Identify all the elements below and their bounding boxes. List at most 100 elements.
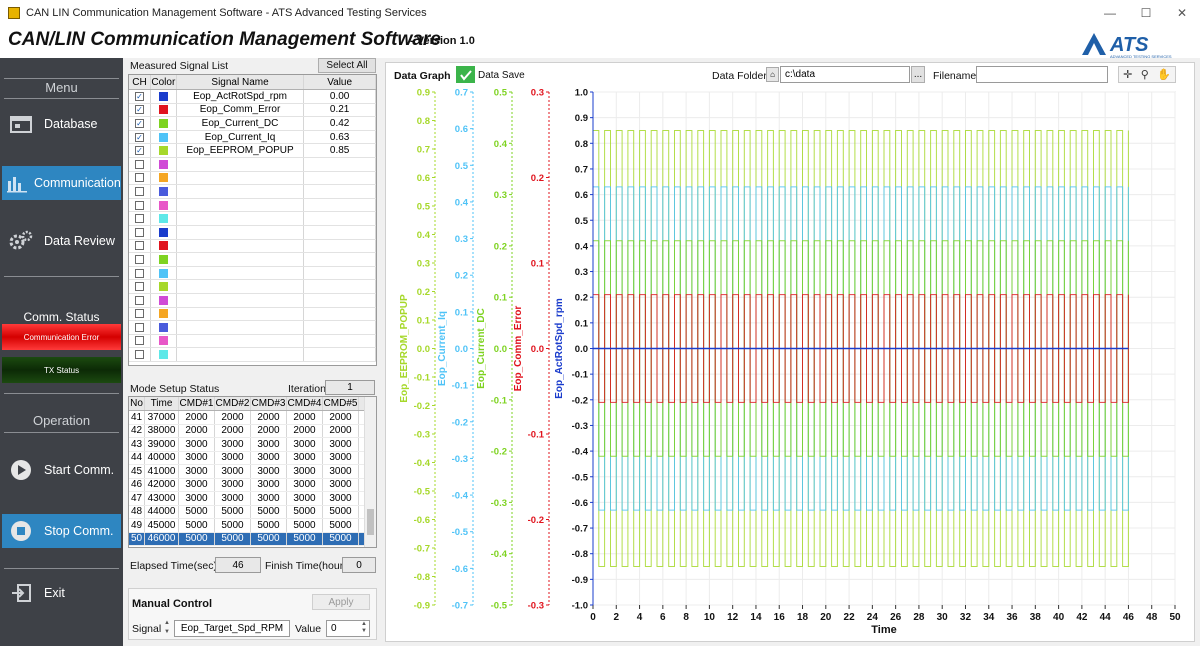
signal-checkbox[interactable]: ✓ xyxy=(134,118,144,128)
signal-checkbox[interactable] xyxy=(134,254,144,264)
signal-ch-cell[interactable] xyxy=(129,293,151,307)
signal-spinner[interactable]: ▲ ▼ xyxy=(164,620,170,635)
signal-ch-cell[interactable] xyxy=(129,307,151,321)
mode-table-scrollbar[interactable] xyxy=(364,397,376,547)
signal-checkbox[interactable] xyxy=(134,322,144,332)
signal-row[interactable] xyxy=(129,253,376,267)
signal-row[interactable] xyxy=(129,321,376,335)
value-spinner-icon[interactable]: ▲ ▼ xyxy=(361,621,367,634)
signal-checkbox[interactable] xyxy=(134,159,144,169)
folder-path-icon[interactable]: ⌂ xyxy=(766,67,779,82)
signal-checkbox[interactable]: ✓ xyxy=(134,105,144,115)
signal-ch-cell[interactable] xyxy=(129,239,151,253)
y-tick-label: -0.2 xyxy=(528,515,544,526)
signal-checkbox[interactable] xyxy=(134,268,144,278)
sidebar-item-data-review[interactable]: Data Review xyxy=(2,224,121,258)
signal-checkbox[interactable]: ✓ xyxy=(134,146,144,156)
close-button[interactable]: ✕ xyxy=(1176,6,1188,20)
signal-ch-cell[interactable]: ✓ xyxy=(129,103,151,117)
signal-name-cell xyxy=(177,157,305,171)
signal-checkbox[interactable] xyxy=(134,295,144,305)
data-graph-chart[interactable]: 0 2 4 6 8 10 12 14 16 18 20 22 24 26 28 30 32 34 36 38 40 42 4… xyxy=(385,80,1195,640)
signal-checkbox[interactable] xyxy=(134,336,144,346)
mode-table-row[interactable]: 41 37000 2000 2000 2000 2000 2000 xyxy=(129,411,376,425)
column-header: Color xyxy=(151,75,177,89)
signal-checkbox[interactable] xyxy=(134,173,144,183)
zoom-icon[interactable]: ⚲ xyxy=(1140,69,1149,81)
sidebar-item-database[interactable]: Database xyxy=(2,107,121,141)
signal-row[interactable]: ✓ Eop_Current_Iq 0.63 xyxy=(129,130,376,145)
mode-table-row[interactable]: 42 38000 2000 2000 2000 2000 2000 xyxy=(129,424,376,438)
signal-ch-cell[interactable]: ✓ xyxy=(129,130,151,144)
signal-ch-cell[interactable] xyxy=(129,225,151,239)
exit-button[interactable]: Exit xyxy=(2,576,121,610)
signal-select[interactable]: Eop_Target_Spd_RPM xyxy=(174,620,290,637)
signal-row[interactable] xyxy=(129,266,376,281)
mode-table-row[interactable]: 47 43000 3000 3000 3000 3000 3000 xyxy=(129,492,376,506)
signal-ch-cell[interactable] xyxy=(129,348,151,361)
mode-table-row[interactable]: 43 39000 3000 3000 3000 3000 3000 xyxy=(129,438,376,452)
signal-ch-cell[interactable] xyxy=(129,280,151,293)
signal-checkbox[interactable] xyxy=(134,214,144,224)
signal-ch-cell[interactable] xyxy=(129,253,151,266)
signal-ch-cell[interactable] xyxy=(129,171,151,185)
signal-checkbox[interactable] xyxy=(134,309,144,319)
signal-row[interactable]: ✓ Eop_EEPROM_POPUP 0.85 xyxy=(129,144,376,158)
browse-folder-button[interactable]: ... xyxy=(911,66,925,83)
signal-checkbox[interactable] xyxy=(134,350,144,360)
signal-row[interactable] xyxy=(129,280,376,294)
minimize-button[interactable]: — xyxy=(1104,6,1116,20)
mode-table-cell: 3000 xyxy=(323,465,359,478)
signal-row[interactable] xyxy=(129,307,376,322)
signal-row[interactable]: ✓ Eop_Current_DC 0.42 xyxy=(129,117,376,131)
apply-button[interactable]: Apply xyxy=(312,594,370,610)
data-save-checkbox[interactable] xyxy=(456,66,475,83)
signal-row[interactable]: ✓ Eop_ActRotSpd_rpm 0.00 xyxy=(129,90,376,104)
signal-ch-cell[interactable] xyxy=(129,321,151,334)
scrollbar-thumb[interactable] xyxy=(367,509,374,535)
signal-row[interactable] xyxy=(129,293,376,308)
mode-table-row[interactable]: 49 45000 5000 5000 5000 5000 5000 xyxy=(129,519,376,533)
signal-row[interactable] xyxy=(129,171,376,186)
signal-ch-cell[interactable] xyxy=(129,198,151,212)
stop-comm-button[interactable]: Stop Comm. xyxy=(2,514,121,548)
signal-ch-cell[interactable] xyxy=(129,157,151,171)
signal-ch-cell[interactable] xyxy=(129,185,151,198)
sidebar-item-communication[interactable]: Communication xyxy=(2,166,121,200)
signal-row[interactable] xyxy=(129,239,376,254)
signal-row[interactable] xyxy=(129,225,376,240)
signal-ch-cell[interactable]: ✓ xyxy=(129,117,151,130)
signal-checkbox[interactable] xyxy=(134,241,144,251)
mode-table-row[interactable]: 44 40000 3000 3000 3000 3000 3000 xyxy=(129,451,376,465)
signal-row[interactable] xyxy=(129,334,376,349)
signal-ch-cell[interactable] xyxy=(129,212,151,225)
crosshair-icon[interactable]: ✛ xyxy=(1123,69,1133,81)
signal-ch-cell[interactable] xyxy=(129,334,151,348)
signal-checkbox[interactable] xyxy=(134,227,144,237)
signal-row[interactable] xyxy=(129,157,376,172)
filename-input[interactable] xyxy=(976,66,1108,83)
data-folder-field[interactable]: c:\data xyxy=(780,66,910,83)
signal-checkbox[interactable] xyxy=(134,282,144,292)
signal-checkbox[interactable]: ✓ xyxy=(134,91,144,101)
signal-checkbox[interactable] xyxy=(134,186,144,196)
signal-ch-cell[interactable] xyxy=(129,266,151,280)
select-all-button[interactable]: Select All xyxy=(318,58,376,73)
signal-row[interactable]: ✓ Eop_Comm_Error 0.21 xyxy=(129,103,376,118)
start-comm-button[interactable]: Start Comm. xyxy=(2,453,121,487)
signal-row[interactable] xyxy=(129,185,376,199)
maximize-button[interactable]: ☐ xyxy=(1140,6,1152,20)
mode-table-row[interactable]: 50 46000 5000 5000 5000 5000 5000 xyxy=(129,532,376,546)
signal-ch-cell[interactable]: ✓ xyxy=(129,90,151,103)
mode-table-row[interactable]: 48 44000 5000 5000 5000 5000 5000 xyxy=(129,505,376,519)
signal-ch-cell[interactable]: ✓ xyxy=(129,144,151,157)
value-input[interactable]: 0 ▲ ▼ xyxy=(326,620,370,637)
mode-table-row[interactable]: 46 42000 3000 3000 3000 3000 3000 xyxy=(129,478,376,492)
mode-table-row[interactable]: 45 41000 3000 3000 3000 3000 3000 xyxy=(129,465,376,479)
signal-checkbox[interactable]: ✓ xyxy=(134,132,144,142)
signal-row[interactable] xyxy=(129,348,376,362)
pan-hand-icon[interactable]: ✋ xyxy=(1157,69,1171,81)
signal-checkbox[interactable] xyxy=(134,200,144,210)
signal-row[interactable] xyxy=(129,212,376,226)
signal-row[interactable] xyxy=(129,198,376,213)
